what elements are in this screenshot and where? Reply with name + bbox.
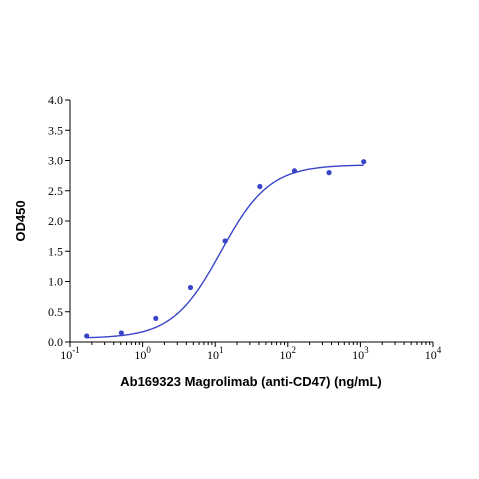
y-tick-label: 2.5 (48, 184, 63, 198)
x-tick-label: 101 (207, 345, 224, 362)
y-tick-label: 1.5 (48, 244, 63, 258)
x-tick-label: 100 (134, 345, 151, 362)
data-point (153, 315, 159, 322)
data-point (187, 284, 194, 291)
y-tick-label: 2.0 (48, 214, 63, 228)
y-tick-label: 0.0 (48, 335, 63, 349)
data-point (291, 168, 298, 174)
y-axis-title: OD450 (13, 200, 28, 241)
data-point (361, 159, 367, 165)
x-tick-label: 102 (280, 345, 297, 362)
y-tick-label: 3.5 (48, 123, 63, 137)
fit-curve-group (86, 164, 364, 339)
fit-curve (86, 164, 364, 339)
data-point (257, 183, 263, 190)
y-tick-label: 3.0 (48, 154, 63, 168)
axes: 0.0 0.5 1.0 1.5 2.0 2.5 3.0 3.5 4.0 10-1 100 101 102… (48, 93, 442, 362)
y-tick-label: 4.0 (48, 93, 63, 107)
y-tick-label: 1.0 (48, 275, 63, 289)
data-point (326, 170, 332, 176)
y-tick-label: 0.5 (48, 305, 63, 319)
x-tick-label: 104 (425, 345, 442, 362)
data-point (84, 333, 90, 339)
x-axis-title: Ab169323 Magrolimab (anti-CD47) (ng/mL) (120, 374, 382, 389)
x-tick-label: 103 (352, 345, 369, 362)
data-point (222, 238, 228, 244)
data-points (84, 159, 367, 339)
data-point (118, 330, 124, 336)
x-tick-label: 10-1 (60, 345, 80, 362)
